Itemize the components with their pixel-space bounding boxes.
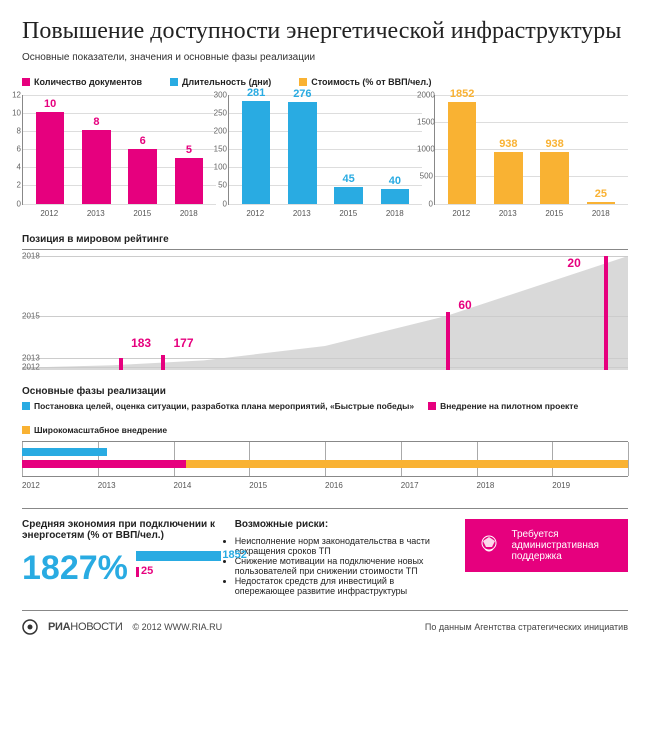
savings-title: Средняя экономия при подключении к энерг… [22,519,221,541]
risks-list: Неисполнение норм законодательства в час… [235,536,452,596]
ria-logo-icon [22,619,38,635]
phases-title: Основные фазы реализации [22,386,628,397]
admin-support-badge: Требуется административная поддержка [465,519,628,572]
footer: РИАНОВОСТИ © 2012 WWW.RIA.RU По данным А… [22,610,628,645]
badge-text: Требуется административная поддержка [511,529,618,562]
risks-title: Возможные риски: [235,519,452,530]
phases-legend: Постановка целей, оценка ситуации, разра… [22,401,628,435]
eagle-icon [475,531,503,559]
subtitle: Основные показатели, значения и основные… [22,52,628,63]
phases-timeline [22,441,628,477]
ria-logo-text: РИАНОВОСТИ [48,621,122,633]
copyright: © 2012 WWW.RIA.RU [132,622,222,632]
top-legend: Количество документовДлительность (дни)С… [22,77,628,87]
savings-minibars: 251852 [136,545,221,585]
source-text: По данным Агентства стратегических иници… [425,622,628,632]
ranking-title: Позиция в мировом рейтинге [22,234,628,245]
ranking-chart: 20122013201520181831776020 [22,250,628,370]
phases-xaxis: 20122013201420152016201720182019 [22,481,628,490]
bar-charts-row: 0246810121086520122013201520180501001502… [22,95,628,218]
savings-big-number: 1827% [22,551,128,585]
page-title: Повышение доступности энергетической инф… [22,18,628,46]
